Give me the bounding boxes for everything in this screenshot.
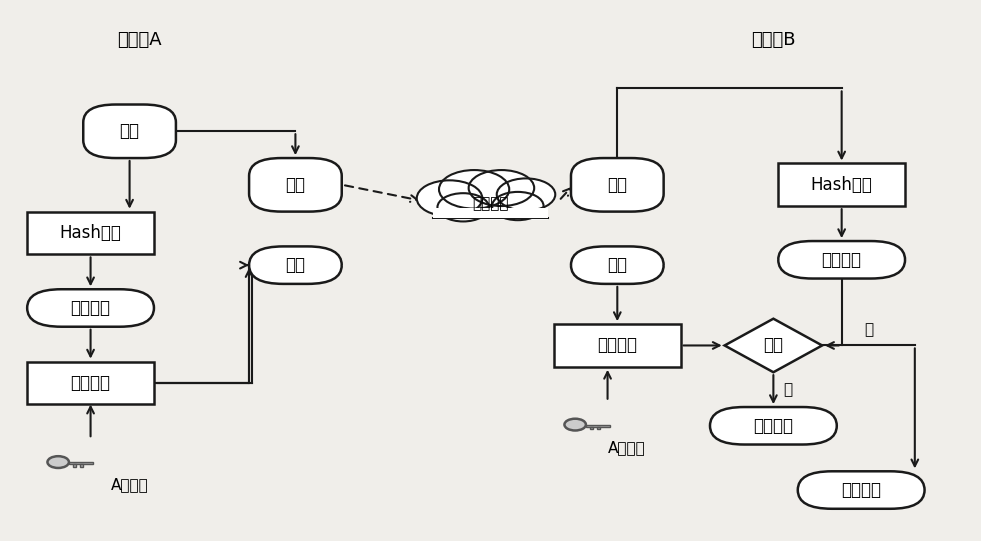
Bar [434, 201, 547, 220]
Text: A的公钥: A的公钥 [608, 440, 645, 454]
FancyBboxPatch shape [27, 361, 154, 404]
Text: 签名无效: 签名无效 [841, 481, 881, 499]
Circle shape [47, 456, 69, 468]
FancyBboxPatch shape [778, 163, 905, 206]
Text: 消息: 消息 [285, 176, 305, 194]
FancyBboxPatch shape [778, 241, 905, 279]
Text: 公开信道: 公开信道 [472, 196, 509, 211]
Polygon shape [725, 319, 822, 372]
FancyBboxPatch shape [27, 289, 154, 327]
Text: 消息摘要: 消息摘要 [822, 251, 861, 269]
Text: A的私钥: A的私钥 [111, 477, 148, 492]
Text: 接收方B: 接收方B [751, 31, 796, 49]
Text: Hash函数: Hash函数 [60, 224, 122, 242]
Text: 消息: 消息 [120, 122, 139, 140]
Circle shape [439, 170, 509, 209]
Circle shape [496, 179, 555, 210]
Text: 是: 是 [783, 382, 793, 397]
Text: 签名: 签名 [285, 256, 305, 274]
Text: 签名算法: 签名算法 [71, 374, 111, 392]
FancyBboxPatch shape [571, 246, 663, 284]
Circle shape [417, 180, 483, 216]
FancyBboxPatch shape [798, 471, 924, 509]
Bar [596, 427, 599, 430]
Bar [591, 427, 594, 430]
Text: 签名: 签名 [607, 256, 627, 274]
Circle shape [564, 419, 586, 431]
Bar [74, 464, 77, 467]
Text: 验证算法: 验证算法 [597, 337, 638, 354]
Circle shape [469, 170, 535, 206]
Bar [79, 464, 82, 467]
FancyBboxPatch shape [571, 158, 663, 212]
Text: 消息: 消息 [607, 176, 627, 194]
FancyBboxPatch shape [27, 212, 154, 254]
Text: 否: 否 [864, 322, 873, 338]
Text: 签名有效: 签名有效 [753, 417, 794, 435]
Circle shape [492, 192, 543, 220]
Text: Hash函数: Hash函数 [810, 176, 872, 194]
FancyBboxPatch shape [83, 104, 176, 158]
Text: 发送方A: 发送方A [117, 31, 162, 49]
Circle shape [438, 193, 489, 221]
Bar [434, 208, 547, 217]
FancyBboxPatch shape [249, 158, 341, 212]
Text: 相等: 相等 [763, 337, 784, 354]
FancyBboxPatch shape [710, 407, 837, 445]
Bar [586, 425, 609, 427]
FancyBboxPatch shape [249, 246, 341, 284]
Bar [69, 462, 92, 464]
Text: 消息摘要: 消息摘要 [71, 299, 111, 317]
FancyBboxPatch shape [554, 324, 681, 367]
